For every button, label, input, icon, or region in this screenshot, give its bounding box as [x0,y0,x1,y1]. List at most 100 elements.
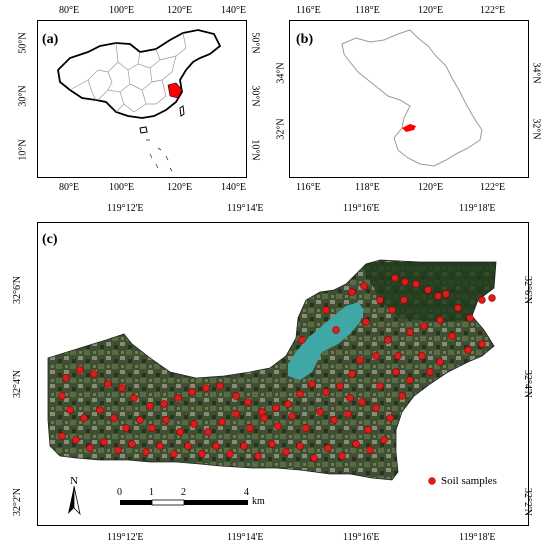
taiwan-island [179,105,185,117]
soil-sample-point [376,382,384,390]
soil-sample-point [346,394,354,402]
panel-c-xtick-top-1: 119°12'E [107,203,144,214]
soil-sample-point [232,392,240,400]
soil-sample-point [466,314,474,322]
panel-c-xtick-bottom-2: 119°14'E [227,532,264,543]
soil-sample-point [130,394,138,402]
scale-label-0: 0 [117,487,122,498]
soil-sample-point [296,390,304,398]
panel-a-xtick-bottom-2: 100°E [109,182,135,193]
soil-sample-point [284,400,292,408]
panel-c-xtick-top-2: 119°14'E [227,203,264,214]
soil-sample-point [216,382,224,390]
soil-sample-point [122,424,130,432]
panel-a-xtick-top-3: 120°E [167,5,193,16]
soil-sample-point [282,448,290,456]
soil-sample-point [488,294,496,302]
soil-sample-point [366,446,374,454]
panel-a-xtick-bottom-4: 140°E [221,182,247,193]
panel-c-letter: (c) [42,232,58,247]
soil-sample-point [322,388,330,396]
soil-sample-point [170,450,178,458]
soil-sample-point [338,452,346,460]
soil-sample-point [358,398,366,406]
china-outline [57,29,222,119]
soil-sample-point [58,432,66,440]
soil-sample-point [100,438,108,446]
soil-sample-point [156,442,164,450]
soil-sample-point [298,336,306,344]
soil-sample-point [372,404,380,412]
soil-sample-point [90,370,98,378]
legend-label: Soil samples [441,475,497,487]
soil-sample-point [114,446,122,454]
soil-sample-point [260,414,268,422]
soil-sample-point [380,436,388,444]
panel-b-xtick-bottom-2: 118°E [355,182,380,193]
soil-sample-point [384,336,392,344]
soil-sample-point [352,440,360,448]
soil-sample-point [254,452,262,460]
panel-a-xtick-bottom-1: 80°E [59,182,80,193]
soil-sample-point [464,346,472,354]
soil-sample-point [388,306,396,314]
soil-sample-point [478,296,486,304]
soil-sample-point [391,274,399,282]
panel-b-xtick-top-3: 120°E [418,5,444,16]
soil-sample-point [454,304,462,312]
soil-sample-point [424,286,432,294]
soil-sample-point [376,296,384,304]
panel-b-xtick-top-4: 122°E [480,5,506,16]
soil-sample-point [212,442,220,450]
soil-sample-point [362,318,370,326]
reservoir-water [288,302,364,380]
soil-sample-point [198,450,206,458]
soil-sample-point [160,400,168,408]
soil-sample-point [136,416,144,424]
soil-sample-point [330,416,338,424]
soil-sample-point [58,392,66,400]
panel-a-letter: (a) [42,32,59,47]
soil-sample-point [66,406,74,414]
soil-sample-point [110,414,118,422]
soil-sample-point [162,416,170,424]
soil-sample-point [148,424,156,432]
north-label: N [70,475,78,487]
soil-sample-point [302,424,310,432]
scale-label-1: 1 [149,487,154,498]
panel-b-xtick-top-2: 118°E [355,5,380,16]
soil-sample-point [310,454,318,462]
soil-sample-point [478,340,486,348]
soil-sample-point [296,442,304,450]
soil-sample-point [434,292,442,300]
soil-sample-point [322,306,330,314]
soil-sample-point [400,296,408,304]
soil-sample-point [96,406,104,414]
soil-sample-point [202,384,210,392]
soil-sample-point [420,322,428,330]
soil-sample-point [274,422,282,430]
soil-sample-point [176,428,184,436]
soil-sample-point [80,414,88,422]
soil-sample-point [344,410,352,418]
soil-sample-point [386,414,394,422]
soil-sample-point [188,388,196,396]
panel-b-xtick-bottom-4: 122°E [480,182,506,193]
panel-c-xtick-top-3: 119°16'E [343,203,380,214]
soil-sample-point [62,374,70,382]
panel-c-xtick-bottom-3: 119°16'E [343,532,380,543]
panel-c-xtick-bottom-1: 119°12'E [107,532,144,543]
soil-sample-point [308,380,316,388]
panel-b-xtick-bottom-1: 116°E [296,182,321,193]
legend-sample-marker [428,477,436,485]
scale-bar [120,499,248,506]
panel-a-xtick-top-2: 100°E [109,5,135,16]
soil-sample-point [436,316,444,324]
soil-sample-point [190,420,198,428]
jiangsu-highlight [167,82,183,99]
soil-sample-point [272,404,280,412]
south-china-sea-islands [146,139,173,172]
soil-sample-point [142,448,150,456]
